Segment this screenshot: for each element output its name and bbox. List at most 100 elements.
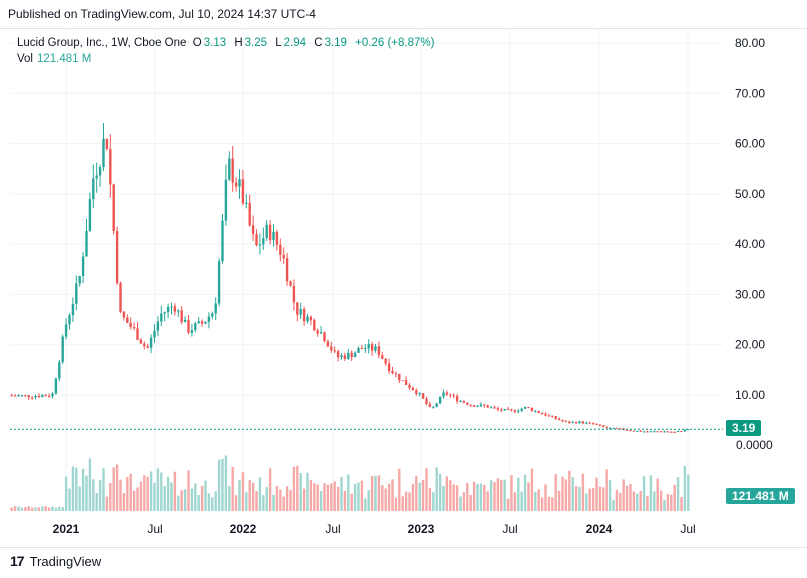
candle [666, 430, 670, 433]
candle [296, 302, 299, 322]
volume-bar [258, 477, 262, 511]
candle [309, 315, 313, 326]
candle [241, 169, 245, 206]
candle [251, 215, 255, 241]
candle [459, 399, 462, 403]
candle [438, 396, 442, 405]
legend-high-label: H [234, 37, 243, 49]
candle [326, 339, 330, 348]
candle [544, 412, 547, 417]
candle [153, 324, 156, 344]
volume-bar [296, 465, 299, 511]
volume-bar [149, 471, 153, 511]
volume-bar [632, 491, 636, 511]
volume-bar [489, 480, 493, 511]
volume-bar [20, 507, 24, 511]
candle [88, 192, 92, 233]
candle [85, 218, 88, 257]
candle [211, 311, 214, 320]
candle [282, 247, 285, 264]
volume-bar [51, 506, 54, 511]
candle [540, 412, 544, 415]
x-tick-label: Jul [680, 522, 695, 536]
volume-bar [119, 479, 122, 511]
volume-bar [520, 491, 523, 511]
candle [350, 350, 353, 362]
candle [404, 376, 408, 386]
candle [520, 407, 523, 413]
candle [156, 316, 160, 337]
candle [425, 396, 428, 406]
volume-bar [452, 484, 455, 511]
candle [367, 339, 370, 354]
volume-bar [200, 485, 204, 511]
candle [343, 352, 347, 362]
volume-bar [75, 467, 78, 511]
volume-bar [289, 490, 292, 511]
volume-bar [534, 491, 537, 511]
volume-bar [272, 494, 275, 511]
candle [680, 430, 683, 433]
volume-bar [615, 490, 619, 511]
candle [17, 394, 20, 397]
volume-bar [221, 458, 224, 511]
volume-bar [139, 481, 143, 511]
candle [330, 341, 333, 353]
x-tick-label: Jul [147, 522, 162, 536]
volume-bar [367, 490, 370, 511]
y-tick-label: 10.00 [735, 388, 765, 402]
candle [319, 325, 323, 335]
volume-bar [557, 490, 561, 511]
volume-bar [370, 476, 374, 511]
candlestick-chart[interactable]: 80.00 70.00 60.00 50.00 40.00 30.00 20.00 10.00… [0, 29, 807, 547]
volume-bar [428, 488, 432, 511]
volume-bar [574, 486, 578, 511]
candle [588, 421, 591, 424]
volume-bar [530, 468, 534, 511]
candle [275, 229, 279, 251]
candle [357, 346, 360, 353]
volume-bar [401, 496, 404, 511]
candle [387, 358, 391, 374]
volume-bar [333, 481, 336, 511]
volume-bar [61, 507, 64, 511]
volume-bar [177, 495, 180, 511]
candle [537, 410, 540, 414]
x-tick-label: 2024 [586, 522, 613, 536]
volume-bar [666, 494, 670, 511]
candle [595, 423, 598, 425]
candle [353, 351, 357, 358]
candle [214, 297, 217, 321]
chart-frame[interactable]: 80.00 70.00 60.00 50.00 40.00 30.00 20.00 10.00… [0, 28, 807, 548]
volume-bar [625, 485, 629, 511]
volume-bar [58, 506, 61, 511]
candle [262, 227, 265, 250]
volume-bar [187, 470, 190, 511]
volume-bar [336, 486, 340, 511]
volume-bar [398, 468, 401, 511]
volume-bar [391, 479, 394, 511]
y-tick-label: 80.00 [735, 36, 765, 50]
candle [394, 371, 398, 378]
volume-bar [476, 483, 479, 511]
candle [139, 337, 143, 344]
volume-bar [166, 476, 170, 511]
tradingview-brand[interactable]: TradingView [29, 553, 102, 569]
volume-bar [190, 488, 194, 511]
y-tick-label: 30.00 [735, 287, 765, 301]
volume-bar [564, 479, 568, 511]
x-tick-label: Jul [325, 522, 340, 536]
candle [272, 224, 275, 247]
volume-bar [156, 468, 160, 511]
volume-bar [408, 492, 411, 511]
candle [54, 377, 58, 395]
volume-bar [10, 507, 13, 511]
volume-bar [275, 486, 279, 511]
volume-bar [438, 473, 442, 511]
price-axis: 80.00 70.00 60.00 50.00 40.00 30.00 20.00 10.00 [735, 36, 765, 402]
volume-bar [85, 475, 88, 511]
tradingview-logo-icon: 17 [10, 553, 25, 569]
volume-bar [503, 479, 506, 511]
candle [673, 431, 676, 433]
